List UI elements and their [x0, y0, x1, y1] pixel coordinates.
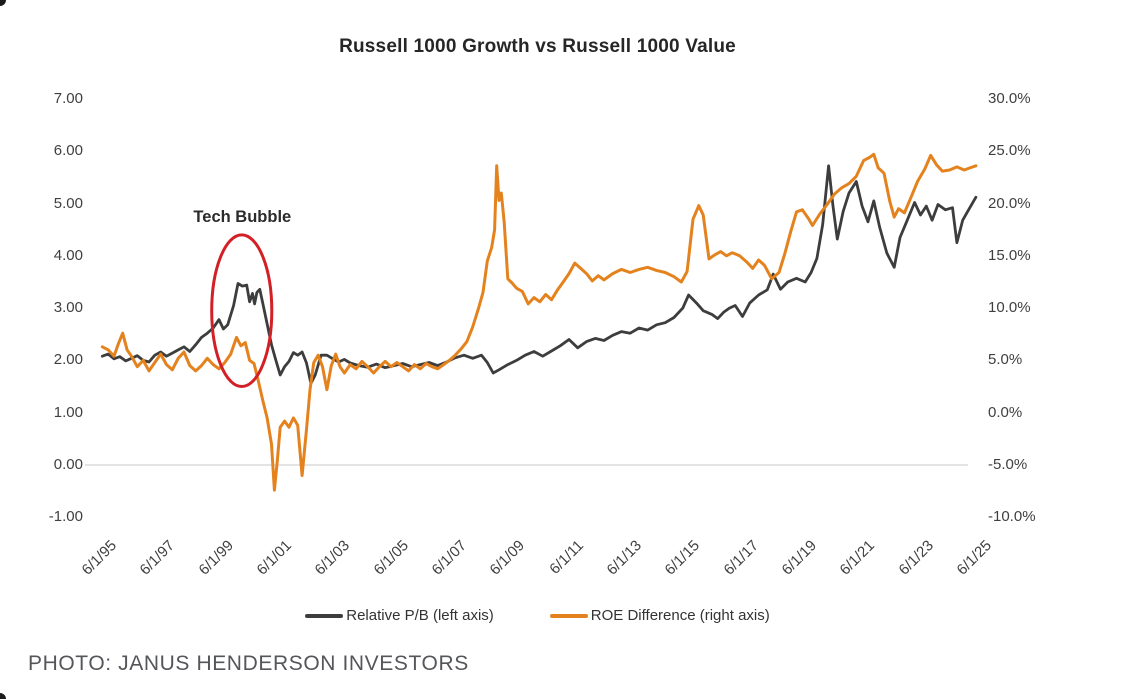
- legend-item-relative-pb: Relative P/B (left axis): [305, 607, 494, 624]
- legend-label-roe-difference: ROE Difference (right axis): [590, 607, 770, 624]
- right-axis-tick: -5.0%: [988, 456, 1028, 473]
- left-axis-tick: 2.00: [53, 351, 83, 369]
- relative-pb-line: [100, 164, 978, 385]
- tech-bubble-annotation: Tech Bubble: [193, 208, 292, 227]
- right-axis-tick: 30.0%: [988, 89, 1031, 107]
- photo-credit-caption: PHOTO: JANUS HENDERSON INVESTORS: [28, 652, 469, 675]
- legend-label-relative-pb: Relative P/B (left axis): [346, 607, 494, 624]
- right-axis-tick: 10.0%: [988, 299, 1031, 317]
- left-axis-tick: 5.00: [53, 194, 83, 212]
- left-axis-tick: 0.00: [53, 456, 83, 473]
- right-axis-tick: 5.0%: [988, 351, 1023, 369]
- right-axis-tick: 15.0%: [988, 246, 1031, 264]
- chart-title: Russell 1000 Growth vs Russell 1000 Valu…: [339, 36, 736, 57]
- left-axis-tick: 4.00: [53, 246, 83, 264]
- screenshot-corner-artifact: [0, 0, 6, 6]
- left-axis-tick: 6.00: [53, 142, 83, 160]
- right-axis-tick: 20.0%: [988, 194, 1031, 212]
- left-axis-tick: -1.00: [48, 508, 83, 526]
- screenshot-corner-artifact: [0, 693, 6, 699]
- right-axis-tick: 0.0%: [988, 403, 1023, 421]
- legend-item-roe-difference: ROE Difference (right axis): [549, 607, 770, 624]
- left-axis-tick: 1.00: [53, 403, 83, 421]
- roe-difference-line: [100, 152, 978, 492]
- chart-legend: Relative P/B (left axis) ROE Difference …: [85, 607, 990, 624]
- left-axis-tick: 3.00: [53, 299, 83, 317]
- right-axis-tick: 25.0%: [988, 142, 1031, 160]
- tech-bubble-ellipse: [210, 233, 274, 389]
- right-axis-tick: -10.0%: [988, 508, 1036, 526]
- pb-line-swatch-icon: [305, 613, 344, 618]
- roe-line-swatch-icon: [549, 613, 588, 618]
- left-axis-tick: 7.00: [53, 89, 83, 107]
